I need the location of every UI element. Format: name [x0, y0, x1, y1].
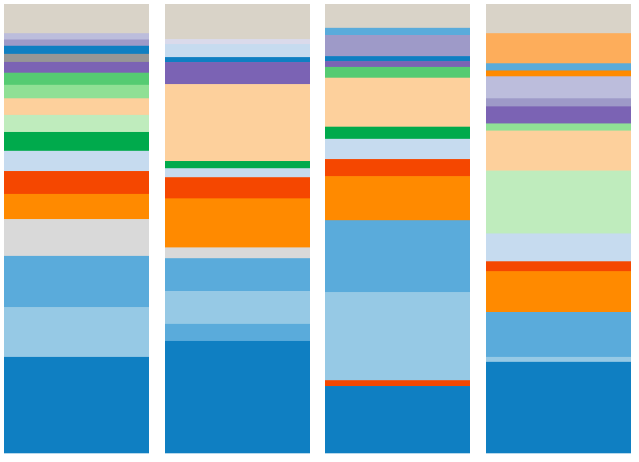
bar-1-segment-11: [4, 131, 149, 152]
bar-2-segment-5: [165, 62, 310, 85]
bar-2-segment-14: [165, 323, 310, 342]
bar-4-segment-1: [486, 4, 631, 34]
bar-4-segment-12: [486, 261, 631, 272]
bar-2-segment-11: [165, 247, 310, 259]
bar-1-segment-6: [4, 61, 149, 73]
bar-1-segment-12: [4, 150, 149, 172]
bar-4: [486, 4, 631, 454]
bar-1-segment-17: [4, 307, 149, 358]
bar-3-segment-9: [325, 138, 470, 160]
bar-1-segment-10: [4, 114, 149, 133]
bar-4-segment-8: [486, 123, 631, 131]
bar-1-segment-16: [4, 255, 149, 308]
bar-4-segment-9: [486, 130, 631, 171]
bar-3-segment-12: [325, 220, 470, 293]
bar-1-segment-7: [4, 72, 149, 86]
bar-1: [4, 4, 149, 454]
bar-3-segment-8: [325, 126, 470, 140]
bar-1-segment-14: [4, 193, 149, 220]
bar-4-segment-6: [486, 98, 631, 107]
bar-2-segment-4: [165, 57, 310, 63]
bar-1-segment-4: [4, 45, 149, 55]
bar-2-segment-9: [165, 177, 310, 199]
bar-3-segment-4: [325, 56, 470, 62]
bar-4-segment-13: [486, 271, 631, 313]
bar-3-segment-2: [325, 27, 470, 36]
bar-1-segment-13: [4, 171, 149, 195]
bar-1-segment-2: [4, 33, 149, 40]
bar-3-segment-3: [325, 35, 470, 57]
bar-3-segment-5: [325, 61, 470, 68]
bar-4-segment-2: [486, 33, 631, 64]
bar-2-segment-3: [165, 44, 310, 58]
bar-2-segment-8: [165, 168, 310, 178]
bar-3-segment-13: [325, 292, 470, 381]
bar-1-segment-18: [4, 356, 149, 454]
bar-1-segment-5: [4, 53, 149, 63]
bar-3-segment-10: [325, 159, 470, 177]
bar-4-segment-11: [486, 233, 631, 262]
bar-3-segment-6: [325, 66, 470, 79]
bar-2-segment-12: [165, 258, 310, 292]
bar-4-segment-3: [486, 63, 631, 71]
bar-3-segment-15: [325, 386, 470, 454]
bar-3-segment-1: [325, 4, 470, 29]
bar-4-segment-5: [486, 76, 631, 99]
bar-3: [325, 4, 470, 454]
bar-1-segment-8: [4, 84, 149, 99]
bar-4-segment-15: [486, 356, 631, 363]
bar-1-segment-15: [4, 219, 149, 257]
bar-2-segment-15: [165, 340, 310, 454]
bar-2-segment-2: [165, 39, 310, 45]
bar-1-segment-3: [4, 39, 149, 47]
bar-1-segment-1: [4, 4, 149, 34]
bar-4-segment-7: [486, 106, 631, 124]
bar-4-segment-16: [486, 361, 631, 454]
bar-4-segment-14: [486, 312, 631, 358]
bar-2-segment-13: [165, 291, 310, 325]
bar-1-segment-9: [4, 98, 149, 116]
bar-2-segment-10: [165, 198, 310, 248]
bar-2-segment-6: [165, 84, 310, 162]
bar-2-segment-7: [165, 161, 310, 169]
bar-2: [165, 4, 310, 454]
bar-3-segment-14: [325, 380, 470, 387]
bar-4-segment-10: [486, 170, 631, 234]
bar-3-segment-7: [325, 77, 470, 127]
bar-3-segment-11: [325, 176, 470, 221]
bar-4-segment-4: [486, 70, 631, 77]
bar-2-segment-1: [165, 4, 310, 40]
